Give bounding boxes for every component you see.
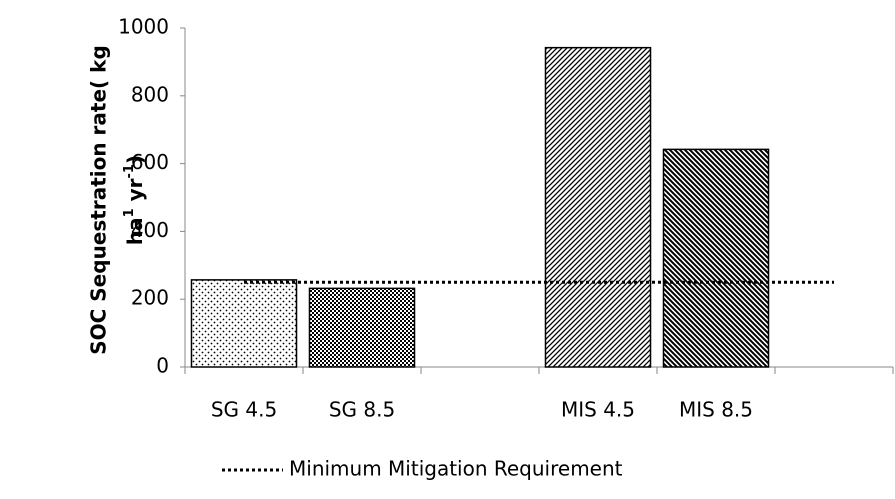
legend-label: Minimum Mitigation Requirement: [289, 457, 623, 481]
label-part: yr: [123, 178, 147, 208]
x-tick-label: MIS 8.5: [679, 398, 753, 422]
bar: [190, 279, 298, 368]
superscript: 1: [122, 208, 137, 217]
x-tick-label: SG 4.5: [211, 398, 277, 422]
y-axis-title: SOC Sequestration rate( kg: [87, 45, 111, 355]
y-tick-label: 600: [131, 150, 169, 174]
y-tick-label: 800: [131, 82, 169, 106]
bar: [544, 46, 652, 368]
y-tick-label: 1000: [118, 15, 169, 39]
x-tick-label: MIS 4.5: [561, 398, 635, 422]
superscript: -1: [122, 164, 137, 178]
label-part: ): [123, 155, 147, 164]
bar: [662, 148, 770, 368]
label-part: ha: [123, 217, 147, 245]
y-tick-label: 200: [131, 286, 169, 310]
y-tick-label: 0: [156, 354, 169, 378]
y-axis-title: ha1 yr-1): [122, 155, 147, 245]
bar: [308, 287, 416, 368]
y-tick-label: 400: [131, 218, 169, 242]
x-tick-label: SG 8.5: [329, 398, 395, 422]
